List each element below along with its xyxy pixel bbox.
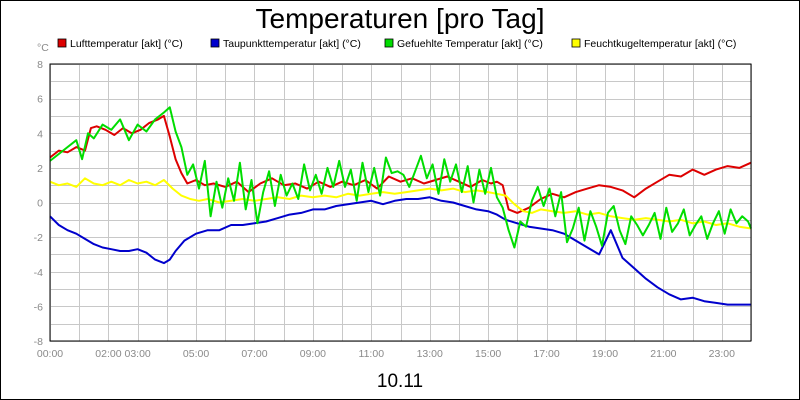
legend-label: Gefuehlte Temperatur [akt] (°C) [397,38,543,50]
x-tick-label: 13:00 [417,348,443,360]
x-tick-label: 09:00 [300,348,326,360]
x-tick-label: 11:00 [359,348,385,360]
series-line-2 [49,196,751,306]
y-tick-label: 4 [37,128,43,140]
legend-swatch [210,38,220,48]
y-tick-label: -2 [34,232,43,244]
y-tick-label: -4 [34,267,43,279]
y-tick-label: -8 [34,336,43,348]
x-tick-labels: 00:00 02:00 03:00 05:00 07:00 09:00 11:00 13:00… [37,348,735,360]
y-axis-unit: °C [37,42,49,54]
y-tick-labels: 8 6 4 2 0 -2 -4 -6 -8 [34,59,44,348]
x-tick-label: 21:00 [650,348,676,360]
plot-area-border [49,63,752,342]
x-tick-label: 00:00 [37,348,63,360]
grid [50,64,752,342]
legend-swatch [384,38,394,48]
series-line-4 [49,177,752,230]
chart-title: Temperaturen [pro Tag] [256,3,545,34]
series-layer [49,106,752,306]
series-line-1 [49,114,752,214]
y-tick-label: 2 [37,163,43,175]
x-tick-label: 07:00 [241,348,267,360]
x-axis-label: 10.11 [377,371,423,392]
x-tick-label: 03:00 [124,348,150,360]
x-tick-label: 05:00 [183,348,209,360]
legend-label: Feuchtkugeltemperatur [akt] (°C) [584,38,736,50]
y-tick-label: 0 [37,198,43,210]
legend-label: Taupunkttemperatur [akt] (°C) [223,38,361,50]
y-tick-label: -6 [34,301,43,313]
legend-swatch [57,38,67,48]
x-tick-label: 02:00 [95,348,121,360]
x-tick-label: 23:00 [709,348,735,360]
legend: Lufttemperatur [akt] (°C) Taupunkttempera… [57,38,736,50]
series-line-3 [49,106,752,249]
x-tick-label: 17:00 [533,348,559,360]
y-tick-label: 8 [37,59,43,71]
legend-label: Lufttemperatur [akt] (°C) [70,38,183,50]
y-tick-label: 6 [37,94,43,106]
x-tick-label: 19:00 [592,348,618,360]
legend-swatch [571,38,581,48]
x-tick-label: 15:00 [475,348,501,360]
